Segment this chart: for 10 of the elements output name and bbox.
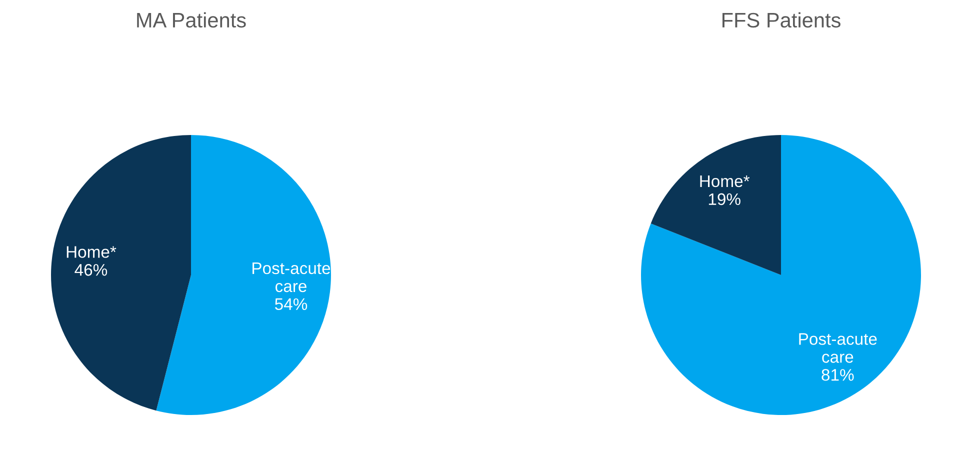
slice-label: Post-acute care: [799, 333, 877, 363]
slice-label: Home*: [700, 176, 750, 188]
data-label: 81%: [822, 368, 854, 381]
slice-label: Post-acute care: [252, 262, 330, 292]
data-label: 46%: [74, 264, 108, 276]
data-label: 54%: [274, 298, 308, 310]
data-label: 19%: [708, 193, 740, 206]
slice-label: Home*: [66, 246, 116, 258]
chart-title: FFS Patients: [722, 12, 840, 28]
chart-title: MA Patients: [137, 12, 246, 28]
